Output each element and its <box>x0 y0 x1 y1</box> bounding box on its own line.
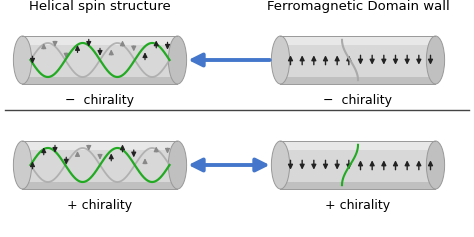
Ellipse shape <box>13 36 32 84</box>
Bar <box>281 36 436 84</box>
Bar <box>22 141 177 150</box>
Text: Helical spin structure: Helical spin structure <box>29 0 171 13</box>
Text: Ferromagnetic Domain wall: Ferromagnetic Domain wall <box>266 0 449 13</box>
Bar <box>281 182 436 189</box>
Text: + chirality: + chirality <box>67 199 133 212</box>
Ellipse shape <box>272 36 290 84</box>
Bar <box>22 182 177 189</box>
Bar <box>281 36 436 45</box>
Bar <box>281 141 436 189</box>
Ellipse shape <box>427 36 445 84</box>
Bar <box>22 77 177 84</box>
Bar <box>281 77 436 84</box>
Text: −  chirality: − chirality <box>65 94 135 107</box>
Bar <box>281 141 436 150</box>
Text: + chirality: + chirality <box>326 199 391 212</box>
Bar <box>22 36 177 45</box>
Ellipse shape <box>168 36 187 84</box>
Bar <box>22 141 177 189</box>
Ellipse shape <box>427 141 445 189</box>
Bar <box>22 36 177 84</box>
Ellipse shape <box>168 141 187 189</box>
Text: −  chirality: − chirality <box>323 94 392 107</box>
Ellipse shape <box>272 141 290 189</box>
Ellipse shape <box>13 141 32 189</box>
